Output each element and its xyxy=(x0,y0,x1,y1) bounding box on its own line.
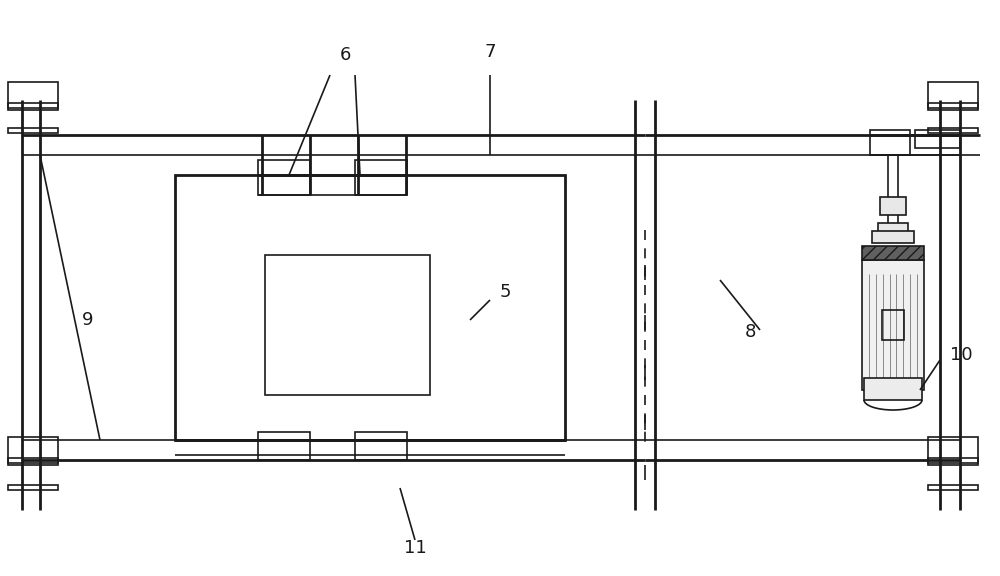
Bar xyxy=(862,260,924,390)
Text: 11: 11 xyxy=(404,539,426,557)
Bar xyxy=(355,432,407,460)
Bar xyxy=(8,128,58,133)
Bar xyxy=(8,485,58,490)
Bar xyxy=(8,103,58,108)
Bar xyxy=(175,175,565,440)
Bar xyxy=(872,231,914,243)
Bar xyxy=(915,130,960,148)
Text: 5: 5 xyxy=(499,283,511,301)
Bar xyxy=(870,130,910,155)
Bar xyxy=(8,82,58,110)
Text: 8: 8 xyxy=(745,323,756,341)
Bar xyxy=(864,378,922,400)
Bar xyxy=(878,223,908,233)
Bar xyxy=(928,437,978,465)
Text: 9: 9 xyxy=(82,311,94,329)
Bar xyxy=(265,255,430,395)
Bar xyxy=(928,458,978,463)
Bar xyxy=(928,103,978,108)
Bar xyxy=(880,197,906,215)
Bar xyxy=(8,437,58,465)
Bar xyxy=(928,485,978,490)
Bar xyxy=(355,160,407,195)
Text: 6: 6 xyxy=(339,46,351,64)
Bar xyxy=(258,432,310,460)
Bar xyxy=(862,246,924,260)
Bar xyxy=(882,310,904,340)
Bar xyxy=(928,128,978,133)
Text: 10: 10 xyxy=(950,346,973,364)
Bar xyxy=(258,160,310,195)
Bar xyxy=(8,458,58,463)
Text: 7: 7 xyxy=(484,43,496,61)
Bar xyxy=(928,82,978,110)
